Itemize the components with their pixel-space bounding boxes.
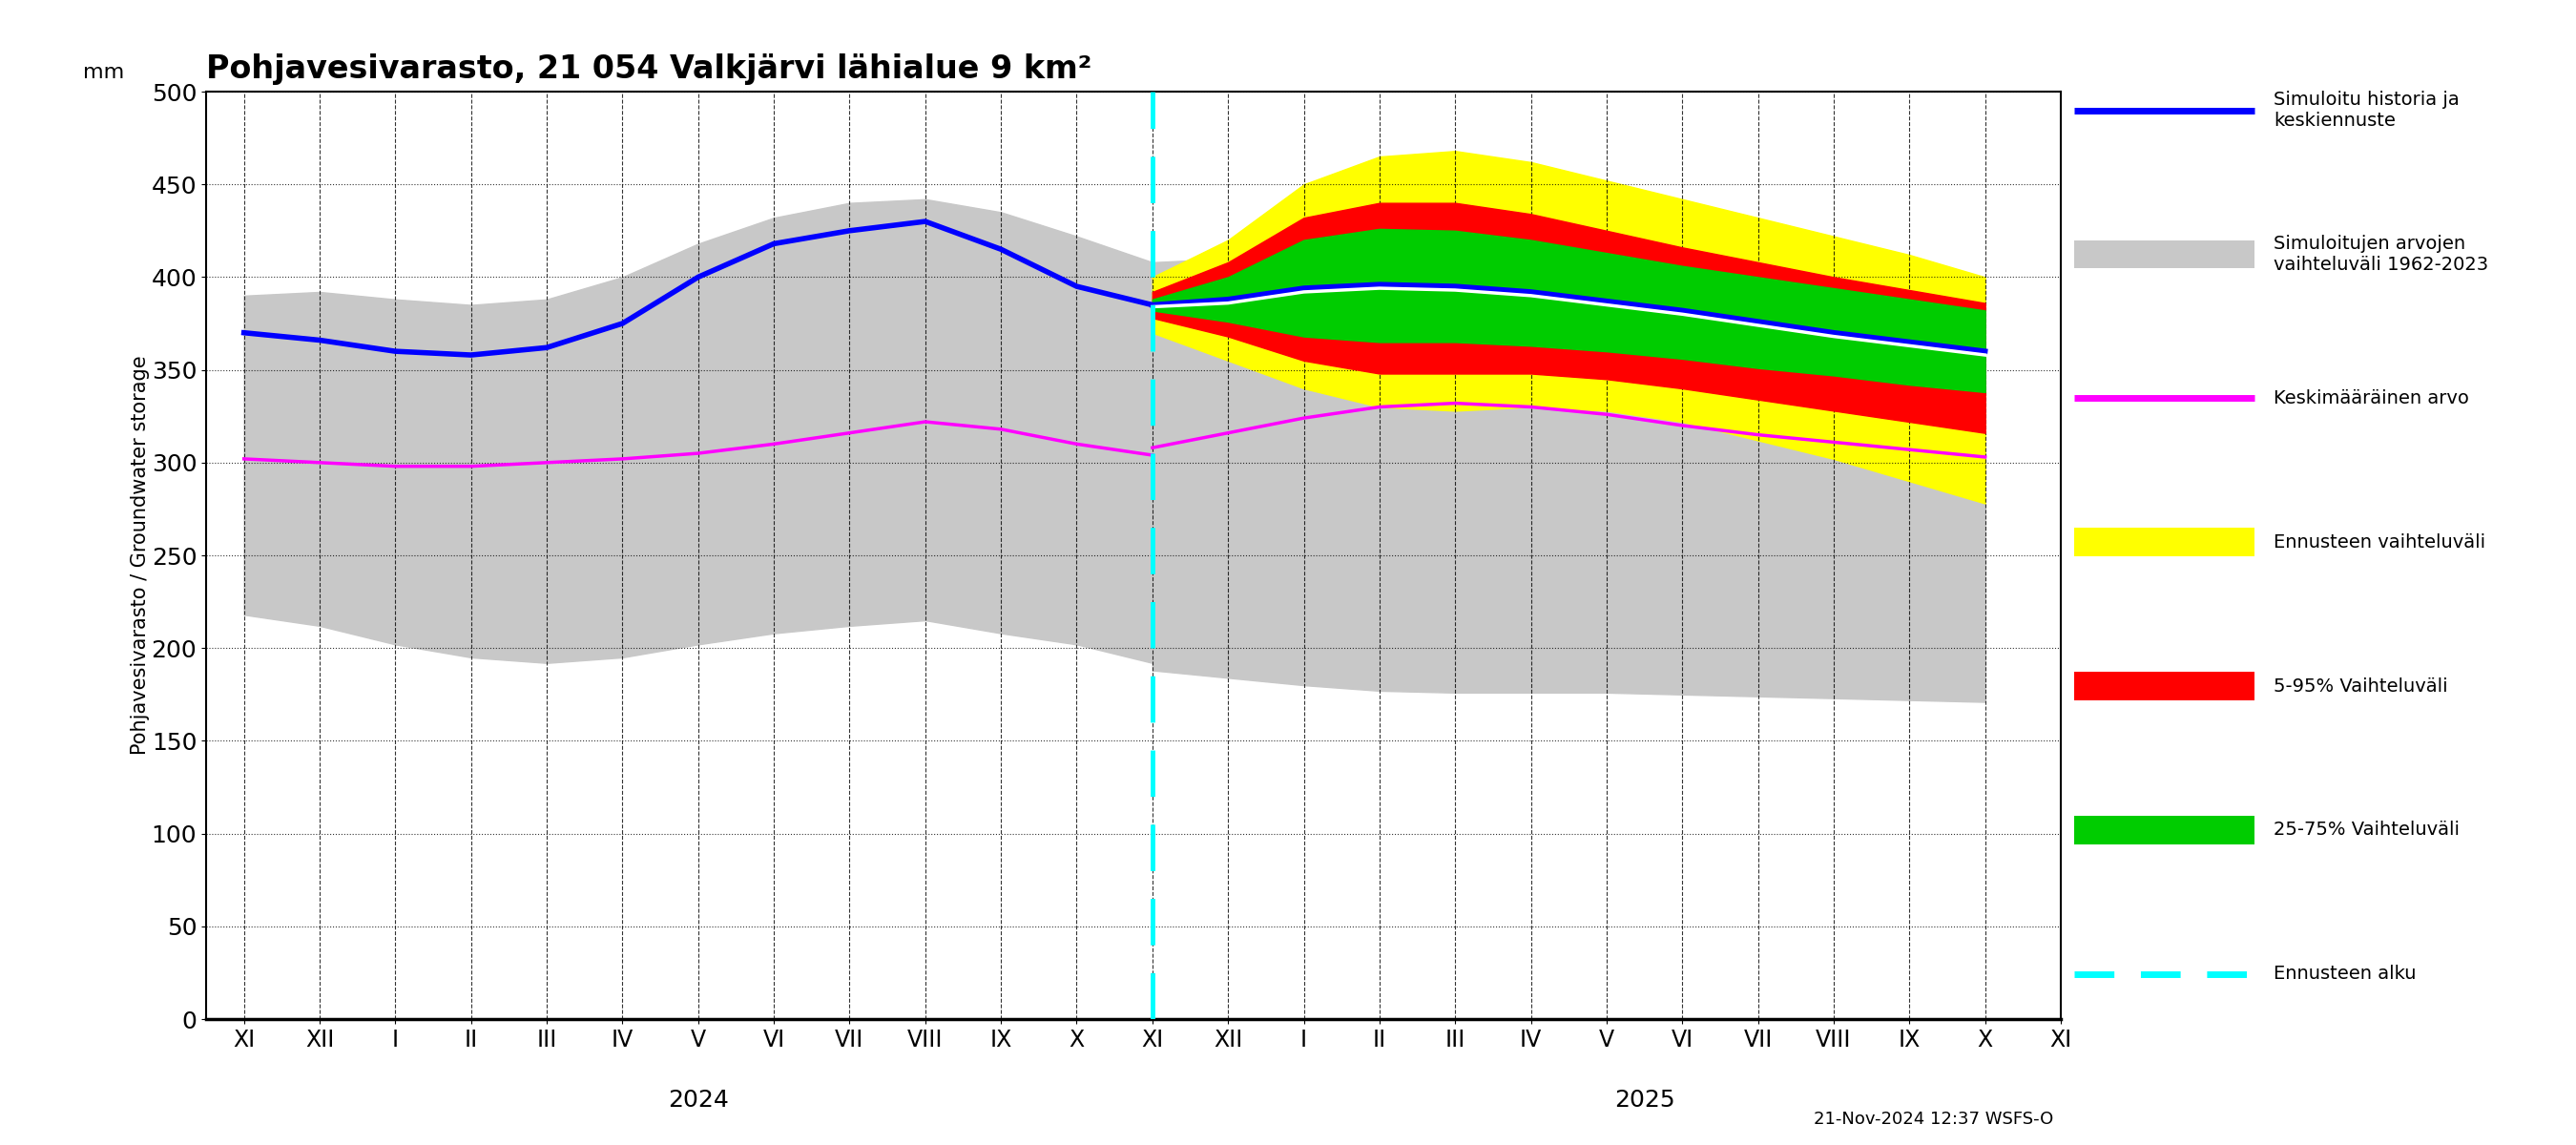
Text: Simuloitu historia ja
keskiennuste: Simuloitu historia ja keskiennuste: [2275, 90, 2460, 129]
Text: Pohjavesivarasto, 21 054 Valkjärvi lähialue 9 km²: Pohjavesivarasto, 21 054 Valkjärvi lähia…: [206, 54, 1092, 85]
Bar: [2074, 240, 2254, 268]
Bar: [2074, 672, 2254, 701]
Text: Keskimääräinen arvo: Keskimääräinen arvo: [2275, 389, 2470, 408]
Text: 21-Nov-2024 12:37 WSFS-O: 21-Nov-2024 12:37 WSFS-O: [1814, 1111, 2053, 1128]
Y-axis label: Pohjavesivarasto / Groundwater storage: Pohjavesivarasto / Groundwater storage: [131, 356, 149, 755]
Bar: [2074, 528, 2254, 556]
Text: mm: mm: [82, 63, 124, 82]
Text: Ennusteen vaihteluväli: Ennusteen vaihteluväli: [2275, 534, 2486, 551]
Text: 25-75% Vaihteluväli: 25-75% Vaihteluväli: [2275, 821, 2460, 839]
Text: Ennusteen alku: Ennusteen alku: [2275, 965, 2416, 984]
Text: 5-95% Vaihteluväli: 5-95% Vaihteluväli: [2275, 677, 2447, 695]
Text: Simuloitujen arvojen
vaihteluväli 1962-2023: Simuloitujen arvojen vaihteluväli 1962-2…: [2275, 235, 2488, 274]
Text: 2024: 2024: [667, 1089, 729, 1112]
Bar: [2074, 816, 2254, 844]
Text: 2025: 2025: [1615, 1089, 1674, 1112]
